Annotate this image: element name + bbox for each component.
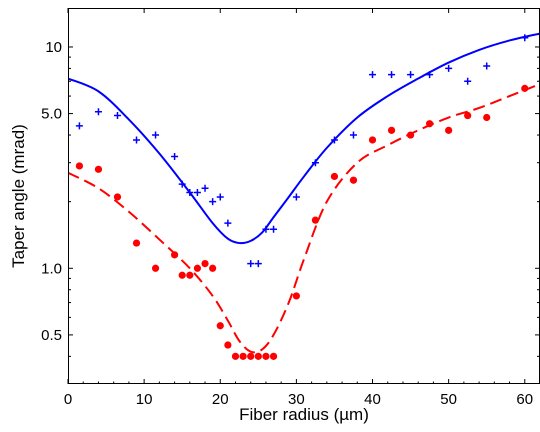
blue-plus-point	[224, 219, 232, 227]
blue-plus-point	[254, 260, 262, 268]
blue-plus-point	[464, 77, 472, 85]
red-dot-point	[113, 193, 122, 201]
red-dot-point	[426, 120, 434, 128]
red-dot-point	[483, 113, 491, 122]
red-dot-point	[239, 352, 247, 360]
y-tick-label: 0.5	[41, 327, 62, 344]
blue-plus-point	[483, 62, 491, 70]
red-dot-point	[254, 352, 262, 360]
x-tick-label: 10	[136, 391, 153, 408]
blue-plus-point	[521, 34, 529, 42]
red-dot-point	[75, 162, 84, 170]
y-axis-label: Taper angle (mrad)	[9, 124, 28, 268]
blue-plus-point	[94, 108, 102, 116]
blue-plus-point	[270, 225, 278, 233]
blue-plus-point	[178, 180, 186, 188]
red-dot-point	[269, 352, 278, 360]
x-axis-label: Fiber radius (µm)	[239, 405, 369, 424]
blue-plus-point	[292, 193, 300, 201]
solid-fit-line	[68, 32, 540, 245]
red-dot-point	[151, 264, 160, 272]
blue-plus-point	[247, 260, 255, 268]
blue-plus-point	[209, 198, 217, 206]
y-tick-label: 1.0	[41, 260, 62, 277]
red-dot-point	[209, 264, 217, 272]
red-dot-point	[349, 176, 358, 184]
red-dot-point	[387, 126, 396, 134]
blue-plus-point	[426, 71, 434, 79]
blue-plus-point	[113, 112, 121, 120]
x-tick-label: 40	[364, 391, 381, 408]
red-dot-point	[262, 352, 270, 360]
blue-plus-point	[152, 131, 160, 139]
blue-plus-point	[186, 189, 194, 196]
axes: 0 10 20 30 40 50 60 0.5 1.0 5.0 10	[41, 8, 540, 408]
blue-plus-point	[171, 152, 179, 160]
red-dot-point	[445, 126, 453, 134]
red-dot-point	[132, 239, 141, 247]
red-dot-point	[368, 136, 377, 144]
plot-frame	[68, 8, 540, 384]
blue-plus-point	[133, 136, 141, 144]
red-dot-point	[186, 271, 194, 279]
blue-plus-point	[369, 71, 377, 79]
plot-content	[68, 32, 540, 360]
x-tick-label: 50	[440, 391, 457, 408]
blue-plus-point	[75, 122, 83, 130]
red-dot-point	[311, 216, 320, 224]
blue-plus-point	[445, 64, 453, 72]
red-dot-point	[178, 271, 186, 279]
y-tick-label: 10	[45, 39, 62, 56]
blue-plus-point	[388, 71, 396, 79]
red-dot-point	[201, 259, 209, 268]
red-dot-point	[330, 172, 339, 181]
blue-plus-point	[216, 193, 224, 201]
red-dot-point	[406, 131, 415, 139]
blue-plus-point	[349, 131, 357, 139]
red-dot-point	[224, 341, 232, 349]
red-dot-point	[94, 165, 103, 173]
x-tick-label: 20	[212, 391, 229, 408]
red-dot-point	[464, 111, 472, 120]
blue-plus-point	[262, 225, 270, 233]
x-tick-label: 30	[288, 391, 305, 408]
x-tick-label: 60	[516, 391, 533, 408]
red-dot-point	[292, 292, 300, 300]
blue-plus-point	[193, 189, 201, 196]
blue-plus-point	[201, 184, 209, 192]
blue-plus-point	[330, 136, 338, 144]
red-dot-point	[231, 352, 240, 360]
y-tick-label: 5.0	[41, 106, 62, 123]
red-dot-point	[521, 84, 529, 92]
red-dot-point	[216, 322, 224, 330]
red-dot-point	[170, 251, 179, 259]
x-tick-label: 0	[64, 391, 72, 408]
blue-plus-point	[311, 159, 319, 167]
red-dot-point	[247, 352, 255, 360]
blue-plus-point	[407, 71, 415, 79]
dashed-fit-line	[68, 83, 540, 354]
red-dot-point	[193, 264, 202, 272]
